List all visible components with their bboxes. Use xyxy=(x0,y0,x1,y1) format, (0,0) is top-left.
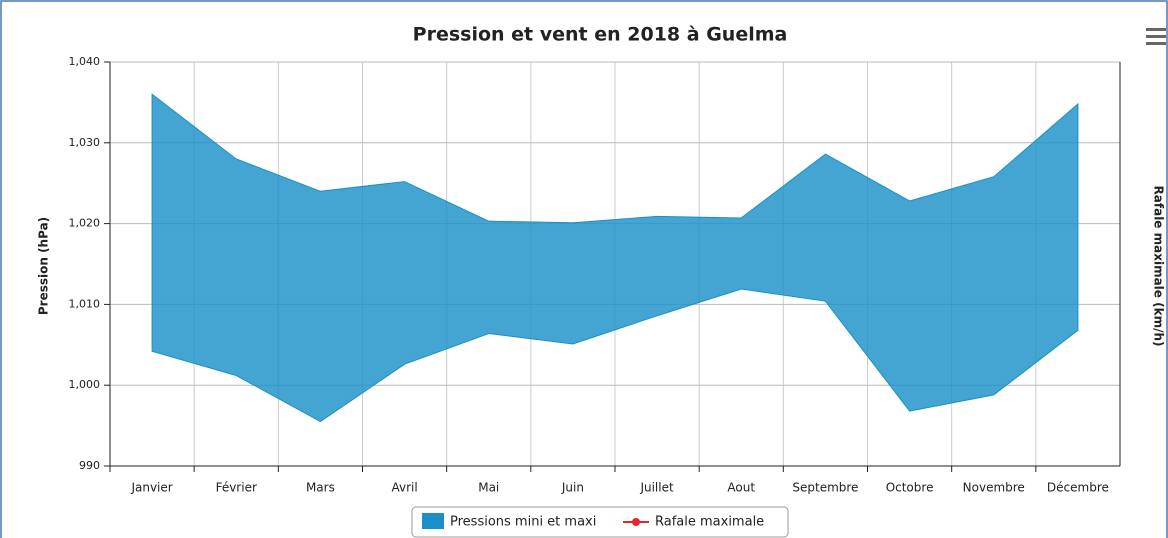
y-tick-label: 990 xyxy=(79,459,100,472)
menu-icon[interactable] xyxy=(1146,28,1166,45)
x-tick-label: Juin xyxy=(561,481,584,495)
legend-box xyxy=(411,506,789,538)
x-tick-label: Avril xyxy=(391,481,417,495)
y-axis-title: Pression (hPa) xyxy=(37,217,51,315)
legend-label: Rafale maximale xyxy=(655,515,764,530)
x-tick-label: Juillet xyxy=(639,481,674,495)
x-tick-label: Octobre xyxy=(886,481,934,495)
y-tick-label: 1,020 xyxy=(69,217,101,230)
x-tick-label: Aout xyxy=(727,481,755,495)
y-tick-label: 1,040 xyxy=(69,55,101,68)
x-tick-label: Mai xyxy=(478,481,499,495)
menu-bar xyxy=(1146,42,1166,45)
x-tick-label: Février xyxy=(216,481,257,495)
x-tick-label: Mars xyxy=(306,481,335,495)
menu-bar xyxy=(1146,28,1166,31)
x-tick-label: Janvier xyxy=(130,481,172,495)
menu-bar xyxy=(1146,35,1166,38)
legend-label: Pressions mini et maxi xyxy=(450,515,596,530)
legend-swatch xyxy=(422,513,444,529)
y-tick-label: 1,010 xyxy=(69,297,101,310)
y-tick-label: 1,000 xyxy=(69,378,101,391)
x-tick-label: Décembre xyxy=(1047,481,1109,495)
legend-marker xyxy=(632,518,640,526)
chart-title: Pression et vent en 2018 à Guelma xyxy=(413,24,788,46)
y2-axis-title: Rafale maximale (km/h) xyxy=(1152,186,1166,347)
x-tick-label: Septembre xyxy=(792,481,858,495)
y-tick-label: 1,030 xyxy=(69,136,101,149)
x-tick-label: Novembre xyxy=(963,481,1025,495)
pressure-range-area xyxy=(151,93,1079,423)
